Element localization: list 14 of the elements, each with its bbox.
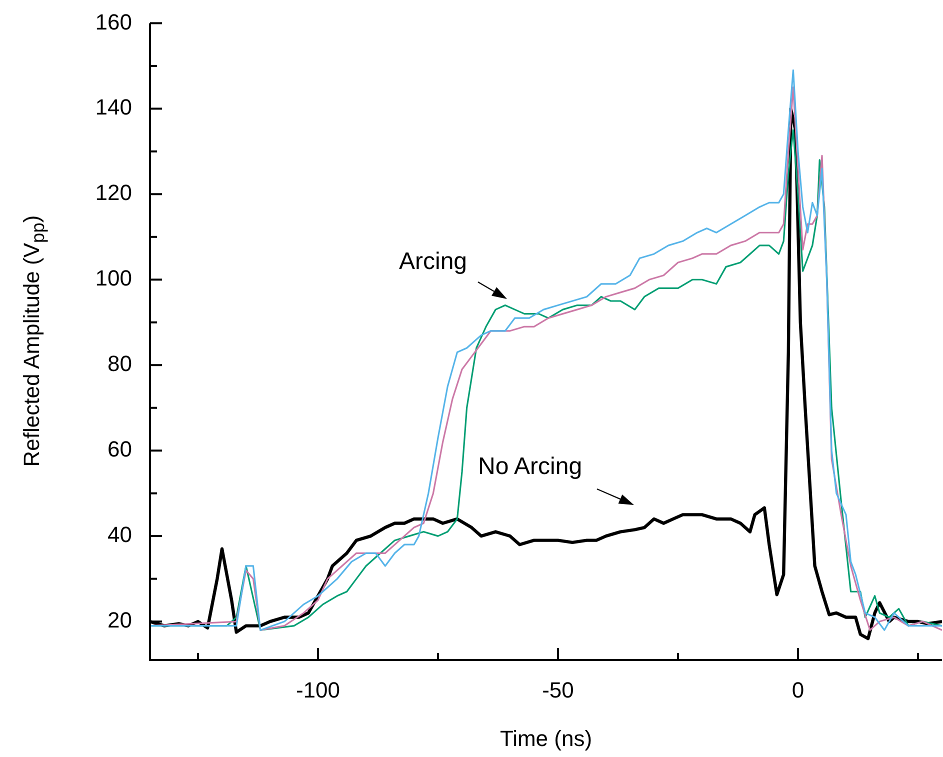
y-tick-label: 120: [95, 180, 132, 206]
y-tick-label: 100: [95, 266, 132, 291]
y-tick-label: 80: [108, 351, 132, 376]
y-tick-label: 60: [108, 436, 132, 462]
y-tick-label: 140: [95, 94, 132, 120]
x-axis-title: Time (ns): [500, 726, 592, 751]
x-tick-label: -50: [542, 677, 574, 702]
x-tick-label: 0: [792, 677, 804, 702]
y-tick-label: 20: [108, 608, 132, 633]
y-tick-label: 160: [95, 9, 132, 34]
x-tick-label: -100: [296, 677, 340, 702]
annotation: Arcing: [399, 248, 468, 276]
annotation: No Arcing: [478, 453, 582, 481]
y-tick-label: 40: [108, 522, 132, 548]
